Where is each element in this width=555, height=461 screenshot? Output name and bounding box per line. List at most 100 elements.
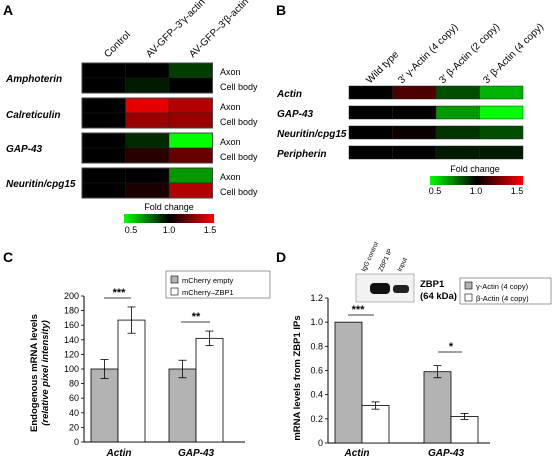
b-row-label-3: Peripherin — [277, 149, 326, 160]
a-gene-label-1: Calreticulin — [6, 110, 60, 121]
y-tick-label: 0.2 — [310, 414, 323, 424]
b-cell-r2-c3 — [479, 125, 524, 140]
d-blot-label: ZBP1 — [420, 279, 445, 290]
d-significance-1: * — [449, 341, 454, 353]
panel-label-c: C — [3, 249, 13, 265]
a-block-frame-0 — [81, 62, 213, 94]
b-cell-r2-c2 — [435, 125, 480, 140]
a-comp-label-axon-1: Axon — [220, 102, 241, 112]
y-tick-label: 0.8 — [310, 341, 323, 351]
a-cell-g3-r0-c2 — [168, 167, 213, 184]
y-tick-label: 80 — [69, 379, 79, 389]
b-cell-r1-c1 — [392, 105, 437, 120]
b-cell-r3-c1 — [392, 145, 437, 160]
c-legend-box — [165, 270, 271, 299]
b-fold-change-title: Fold change — [450, 164, 500, 174]
c-category-label-1: GAP-43 — [178, 448, 215, 459]
a-cell-g2-r1-c0 — [81, 147, 126, 164]
a-comp-label-axon-2: Axon — [220, 137, 241, 147]
a-block-frame-1 — [81, 97, 213, 129]
d-legend-label-1: β-Actin (4 copy) — [476, 294, 529, 303]
a-comp-label-cell-body-0: Cell body — [220, 82, 258, 92]
b-row-label-1: GAP-43 — [277, 109, 314, 120]
b-cell-r3-c3 — [479, 145, 524, 160]
a-comp-label-axon-3: Axon — [220, 172, 241, 182]
a-cell-g1-r1-c1 — [125, 112, 170, 129]
a-fold-change-gradient — [124, 214, 214, 223]
a-cell-g0-r1-c2 — [168, 77, 213, 94]
d-ylabel: mRNA levels from ZBP1 IPs — [292, 315, 303, 440]
bar-0-0 — [334, 321, 363, 444]
a-cell-g3-r0-c1 — [125, 167, 170, 184]
panel-label-a: A — [3, 2, 13, 18]
b-cell-r1-c3 — [479, 105, 524, 120]
y-tick-label: 100 — [64, 364, 79, 374]
c-legend-label-0: mCherry empty — [182, 276, 234, 285]
a-cell-g0-r0-c0 — [81, 62, 126, 79]
y-tick-label: 160 — [64, 320, 79, 330]
y-tick-label: 0 — [318, 438, 323, 448]
y-tick-label: 40 — [69, 408, 79, 418]
b-cell-r3-c2 — [435, 145, 480, 160]
d-legend-box — [459, 277, 552, 305]
a-cell-g1-r1-c0 — [81, 112, 126, 129]
a-fold-change-title: Fold change — [144, 202, 194, 212]
a-cell-g0-r0-c2 — [168, 62, 213, 79]
a-comp-label-cell-body-1: Cell body — [220, 117, 258, 127]
panel-c-bar-chart: Endogenous mRNA levels (relative pixel i… — [29, 270, 271, 459]
a-comp-label-cell-body-3: Cell body — [220, 187, 258, 197]
c-significance-0: *** — [113, 287, 127, 299]
a-cell-g2-r1-c2 — [168, 147, 213, 164]
a-comp-label-axon-0: Axon — [220, 67, 241, 77]
a-block-frame-2 — [81, 132, 213, 164]
bar-0-1 — [117, 319, 146, 443]
d-legend-swatch-1 — [464, 293, 473, 302]
a-cell-g2-r1-c1 — [125, 147, 170, 164]
b-cell-r0-c0 — [348, 85, 393, 100]
b-scale-tick-1: 1.0 — [470, 186, 483, 196]
a-cell-g2-r0-c2 — [168, 132, 213, 149]
panel-b-heatmap: Wild type 3′ γ-Actin (4 copy) 3′ β-Actin… — [276, 21, 546, 196]
panel-a-heatmap: Control AV-GFP–3′γ-actin AV-GFP–3′β-acti… — [5, 0, 258, 235]
a-gene-label-0: Amphoterin — [5, 74, 62, 85]
y-tick-label: 60 — [69, 393, 79, 403]
d-significance-0: *** — [352, 304, 366, 316]
d-category-label-1: GAP-43 — [428, 448, 465, 459]
c-ylabel: Endogenous mRNA levels — [29, 314, 40, 432]
d-blot-lane-2: Input — [396, 257, 409, 273]
bar-1-0 — [168, 368, 197, 443]
y-tick-label: 120 — [64, 349, 79, 359]
b-cell-r2-c1 — [392, 125, 437, 140]
a-cell-g3-r1-c0 — [81, 182, 126, 199]
b-cell-r2-c0 — [348, 125, 393, 140]
a-cell-g3-r1-c1 — [125, 182, 170, 199]
a-cell-g1-r0-c1 — [125, 97, 170, 114]
y-tick-label: 20 — [69, 422, 79, 432]
a-gene-label-3: Neuritin/cpg15 — [6, 179, 76, 190]
a-cell-g1-r0-c0 — [81, 97, 126, 114]
panel-d-bar-chart: IgG control ZBP1 IP Input ZBP1 (64 kDa) … — [292, 241, 552, 459]
a-cell-g2-r0-c0 — [81, 132, 126, 149]
a-scale-tick-2: 1.5 — [204, 225, 217, 235]
c-ylabel-2: (relative pixel intensity) — [40, 320, 51, 426]
a-cell-g0-r1-c0 — [81, 77, 126, 94]
b-row-label-0: Actin — [276, 89, 302, 100]
a-cell-g0-r1-c1 — [125, 77, 170, 94]
y-tick-label: 0.6 — [310, 366, 323, 376]
d-legend-swatch-0 — [464, 281, 473, 290]
b-cell-r0-c2 — [435, 85, 480, 100]
d-blot-band-input — [393, 285, 409, 293]
bar-1-1 — [450, 416, 479, 444]
y-tick-label: 180 — [64, 306, 79, 316]
a-cell-g3-r1-c2 — [168, 182, 213, 199]
y-tick-label: 0 — [74, 437, 79, 447]
c-category-label-0: Actin — [106, 448, 132, 459]
a-cell-g1-r1-c2 — [168, 112, 213, 129]
y-tick-label: 1.0 — [310, 317, 323, 327]
d-blot-lane-1: ZBP1 IP — [377, 248, 394, 273]
a-scale-tick-1: 1.0 — [163, 225, 176, 235]
b-cell-r0-c1 — [392, 85, 437, 100]
bar-0-0 — [90, 368, 119, 443]
b-scale-tick-0: 0.5 — [429, 186, 442, 196]
